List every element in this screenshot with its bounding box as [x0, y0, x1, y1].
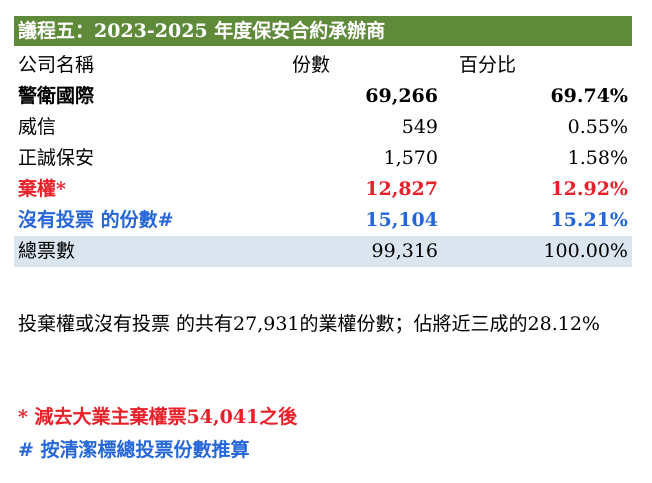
agenda-title: 議程五：2023-2025 年度保安合約承辦商 — [14, 16, 632, 46]
table-row-total: 總票數 99,316 100.00% — [14, 236, 632, 267]
header-shares: 份數 — [292, 54, 331, 76]
row-name: 正誠保安 — [18, 147, 95, 169]
row-percent: 100.00% — [543, 240, 628, 262]
row-name: 威信 — [18, 116, 57, 138]
table-row-guardforce: 警衛國際 69,266 69.74% — [14, 81, 632, 112]
row-shares: 549 — [401, 116, 438, 138]
row-name: 警衛國際 — [18, 85, 95, 107]
table-header-row: 公司名稱 份數 百分比 — [14, 50, 632, 81]
row-shares: 15,104 — [365, 209, 438, 231]
row-shares: 12,827 — [365, 178, 438, 200]
row-name: 棄權* — [18, 178, 66, 200]
row-percent: 69.74% — [550, 85, 628, 107]
table-row-no-vote: 沒有投票 的份數# 15,104 15.21% — [14, 205, 632, 236]
row-shares: 69,266 — [365, 85, 438, 107]
row-percent: 1.58% — [567, 147, 628, 169]
table-row-abstain: 棄權* 12,827 12.92% — [14, 174, 632, 205]
row-shares: 99,316 — [371, 240, 438, 262]
row-percent: 0.55% — [567, 116, 628, 138]
results-table: 公司名稱 份數 百分比 警衛國際 69,266 69.74% 威信 549 0.… — [14, 50, 632, 267]
header-percent: 百分比 — [459, 54, 517, 76]
footnote-abstain: * 減去大業主棄權票54,041之後 — [18, 406, 298, 428]
row-shares: 1,570 — [383, 147, 438, 169]
row-name: 沒有投票 的份數# — [18, 209, 174, 231]
table-row-zhengcheng: 正誠保安 1,570 1.58% — [14, 143, 632, 174]
row-name: 總票數 — [18, 240, 76, 262]
header-company: 公司名稱 — [18, 54, 95, 76]
footnote-no-vote: # 按清潔標總投票份數推算 — [18, 439, 250, 461]
table-row-weixin: 威信 549 0.55% — [14, 112, 632, 143]
row-percent: 15.21% — [550, 209, 628, 231]
row-percent: 12.92% — [550, 178, 628, 200]
summary-note: 投棄權或沒有投票 的共有27,931的業權份數；佔將近三成的28.12% — [18, 313, 600, 335]
